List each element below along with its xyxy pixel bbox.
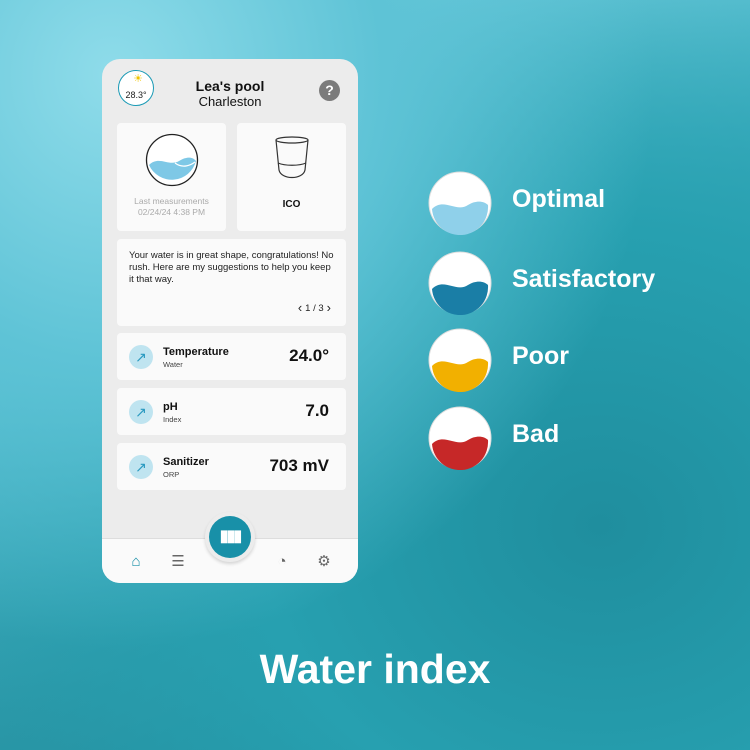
metric-sanitizer[interactable]: ↗ Sanitizer ORP 703 mV — [117, 443, 346, 490]
water-index-icon — [145, 133, 199, 187]
metric-value: 24.0° — [289, 346, 329, 365]
metric-name: Temperature — [163, 346, 229, 358]
metric-name: pH — [163, 401, 178, 413]
metric-sub: Water — [163, 360, 183, 369]
pool-name: Lea's pool — [195, 78, 265, 94]
water-level-icon — [428, 406, 492, 470]
metric-temperature[interactable]: ↗ Temperature Water 24.0° — [117, 333, 346, 380]
device-fab-button[interactable]: ▮▮▮ — [209, 516, 251, 558]
metric-ph[interactable]: ↗ pH Index 7.0 — [117, 388, 346, 435]
last-measurements-time: 02/24/24 4:38 PM — [137, 207, 206, 217]
legend-label: Satisfactory — [512, 265, 656, 293]
metric-sub: ORP — [163, 470, 180, 479]
device-name: ICO — [282, 199, 301, 210]
suggestion-pager: ‹ 1 / 3 › — [295, 300, 334, 315]
suggestion-text: Your water is in great shape, congratula… — [129, 250, 334, 285]
water-level-icon — [428, 328, 492, 392]
metric-value: 7.0 — [305, 401, 329, 420]
gauge-icon[interactable]: ◔ — [277, 553, 287, 570]
trend-arrow-icon: ↗ — [129, 345, 153, 369]
device-card[interactable]: ICO — [237, 123, 346, 231]
last-measurements-label: Last measurements — [134, 196, 209, 206]
chat-icon[interactable]: ☰ — [171, 553, 185, 570]
prev-arrow-icon[interactable]: ‹ — [297, 300, 303, 315]
header: ☀ 28.3° Lea's pool Charleston ? — [102, 59, 358, 119]
metric-sub: Index — [163, 415, 182, 424]
trend-arrow-icon: ↗ — [129, 400, 153, 424]
home-icon[interactable]: ⌂ — [131, 553, 141, 570]
sun-cloud-icon: ☀ — [133, 73, 143, 85]
next-arrow-icon[interactable]: › — [326, 300, 331, 315]
ico-device-icon — [275, 136, 309, 179]
weather-badge[interactable]: ☀ 28.3° — [118, 70, 154, 106]
legend-label: Optimal — [512, 185, 606, 213]
phone-screen: ☀ 28.3° Lea's pool Charleston ? Last meas… — [102, 59, 358, 583]
help-button[interactable]: ? — [319, 80, 340, 101]
water-level-icon — [428, 171, 492, 235]
water-status-card[interactable]: Last measurements 02/24/24 4:38 PM — [117, 123, 226, 231]
air-temperature: 28.3° — [125, 90, 147, 100]
pool-city: Charleston — [198, 94, 262, 109]
suggestion-card: Your water is in great shape, congratula… — [117, 239, 346, 326]
metric-name: Sanitizer — [163, 456, 209, 468]
legend-label: Poor — [512, 342, 569, 370]
caption: Water index — [259, 646, 491, 692]
settings-icon[interactable]: ⚙ — [317, 553, 331, 570]
trend-arrow-icon: ↗ — [129, 455, 153, 479]
page-indicator: 1 / 3 — [305, 303, 324, 314]
water-level-icon — [428, 251, 492, 315]
metric-value: 703 mV — [269, 456, 329, 475]
legend-label: Bad — [512, 420, 560, 448]
